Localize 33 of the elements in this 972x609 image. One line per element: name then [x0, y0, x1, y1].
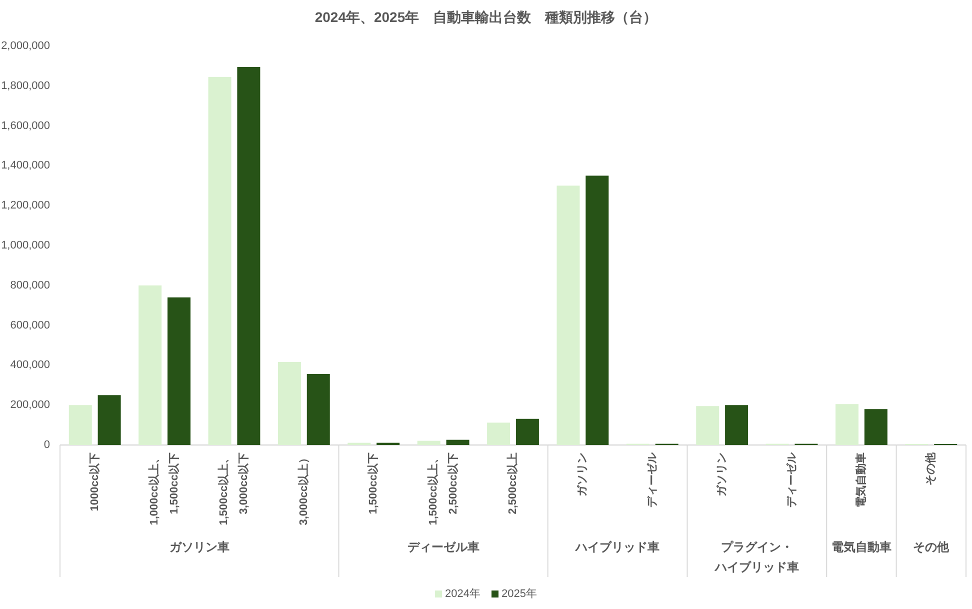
xlabel: プラグイン・ハイブリッド車 — [714, 540, 799, 574]
y-tick-label: 2,000,000 — [1, 40, 50, 52]
x-tick-label: 1,000cc以上、1,500cc以下 — [148, 452, 181, 526]
x-tick-label: 1,500cc以下 — [368, 452, 380, 514]
y-tick-label: 200,000 — [10, 399, 50, 412]
x-tick-label: その他 — [925, 452, 938, 486]
y-tick-label: 800,000 — [10, 279, 50, 292]
y-tick-label: 1,400,000 — [1, 160, 50, 172]
y-tick-label: 1,000,000 — [1, 240, 50, 252]
x-tick-label: ディーゼル — [646, 452, 658, 508]
xlabel: 電気自動車 — [831, 540, 892, 554]
xlabel: ディーゼル車 — [407, 540, 480, 554]
y-tick-label: 0 — [44, 439, 50, 451]
x-tick-label: ガソリン — [716, 452, 728, 496]
title: 2024年、2025年 自動車輸出台数 種類別推移（台） — [314, 9, 658, 25]
legend-label: 2025年 — [502, 588, 537, 600]
x-tick-label: 1000cc以下 — [88, 452, 101, 512]
x-tick-label: 1,500cc以上、2,500cc以下 — [427, 452, 460, 526]
xlabel: ハイブリッド車 — [576, 540, 660, 554]
legend-label: 2024年 — [445, 588, 480, 600]
y-tick-label: 1,200,000 — [1, 200, 50, 212]
y-tick-label: 1,600,000 — [1, 120, 50, 132]
xlabel: その他 — [913, 540, 950, 554]
x-tick-label: 1,500cc以上、3,000cc以下 — [218, 452, 250, 526]
y-tick-label: 400,000 — [10, 359, 50, 372]
xlabel: ガソリン車 — [169, 540, 230, 554]
y-tick-label: 600,000 — [10, 319, 50, 332]
x-tick-label: ガソリン — [576, 452, 589, 496]
x-tick-label: ディーゼル — [786, 452, 798, 508]
x-tick-label: 2,500cc以上 — [507, 452, 519, 514]
x-tick-label: 3,000cc以上） — [298, 452, 310, 526]
y-tick-label: 1,800,000 — [1, 80, 50, 92]
x-tick-label: 電気自動車 — [855, 452, 868, 508]
